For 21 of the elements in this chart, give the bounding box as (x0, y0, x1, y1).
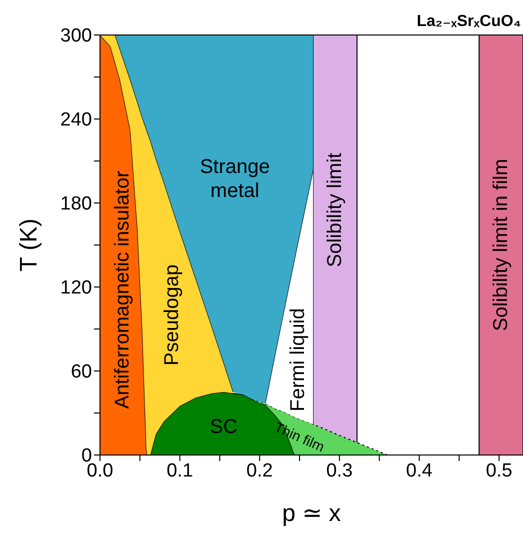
series-label: Fermi liquid (286, 308, 309, 412)
series-label: SC (210, 416, 238, 438)
series-label: Antiferromagnetic insulator (111, 170, 134, 409)
y-tick-label: 240 (60, 110, 92, 131)
x-tick-label: 0.1 (166, 460, 194, 482)
x-tick-label: 0.4 (406, 460, 433, 482)
chart-title: La₂₋ₓSrₓCuO₄ (416, 13, 521, 30)
x-tick-label: 0.3 (326, 460, 353, 482)
x-axis-title: p ≃ x (282, 500, 341, 527)
series-label: Thin film (272, 418, 327, 455)
y-tick-label: 60 (70, 362, 92, 383)
y-tick-label: 120 (60, 278, 92, 299)
y-tick-label: 300 (60, 26, 92, 47)
x-tick-label: 0.5 (486, 460, 512, 482)
series-label: Pseudogap (160, 264, 183, 366)
y-axis-title: T (K) (16, 218, 43, 272)
series-label: Strange metal (200, 156, 270, 202)
y-tick-label: 180 (60, 194, 92, 215)
x-tick-label: 0.2 (246, 460, 273, 482)
band-label: Solibility limit in film (490, 158, 512, 332)
band-label: Solibility limit (324, 152, 346, 268)
